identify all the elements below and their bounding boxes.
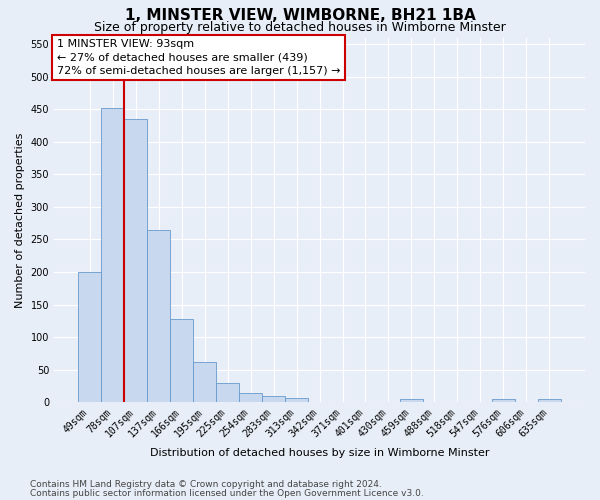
Y-axis label: Number of detached properties: Number of detached properties <box>15 132 25 308</box>
Bar <box>170 319 193 402</box>
Bar <box>400 399 423 402</box>
Text: Contains public sector information licensed under the Open Government Licence v3: Contains public sector information licen… <box>30 489 424 498</box>
Bar <box>147 230 170 402</box>
Text: Contains HM Land Registry data © Crown copyright and database right 2024.: Contains HM Land Registry data © Crown c… <box>30 480 382 489</box>
Bar <box>193 362 216 403</box>
Bar <box>101 108 124 403</box>
X-axis label: Distribution of detached houses by size in Wimborne Minster: Distribution of detached houses by size … <box>150 448 489 458</box>
Bar <box>492 399 515 402</box>
Bar <box>285 398 308 402</box>
Bar <box>262 396 285 402</box>
Bar <box>216 383 239 402</box>
Bar <box>124 119 147 403</box>
Bar <box>78 272 101 402</box>
Bar <box>239 392 262 402</box>
Text: 1, MINSTER VIEW, WIMBORNE, BH21 1BA: 1, MINSTER VIEW, WIMBORNE, BH21 1BA <box>125 8 475 22</box>
Bar <box>538 399 561 402</box>
Text: Size of property relative to detached houses in Wimborne Minster: Size of property relative to detached ho… <box>94 21 506 34</box>
Text: 1 MINSTER VIEW: 93sqm
← 27% of detached houses are smaller (439)
72% of semi-det: 1 MINSTER VIEW: 93sqm ← 27% of detached … <box>56 40 340 76</box>
